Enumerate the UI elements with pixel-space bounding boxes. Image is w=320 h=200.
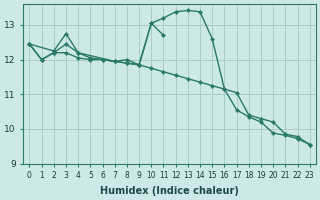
- X-axis label: Humidex (Indice chaleur): Humidex (Indice chaleur): [100, 186, 239, 196]
